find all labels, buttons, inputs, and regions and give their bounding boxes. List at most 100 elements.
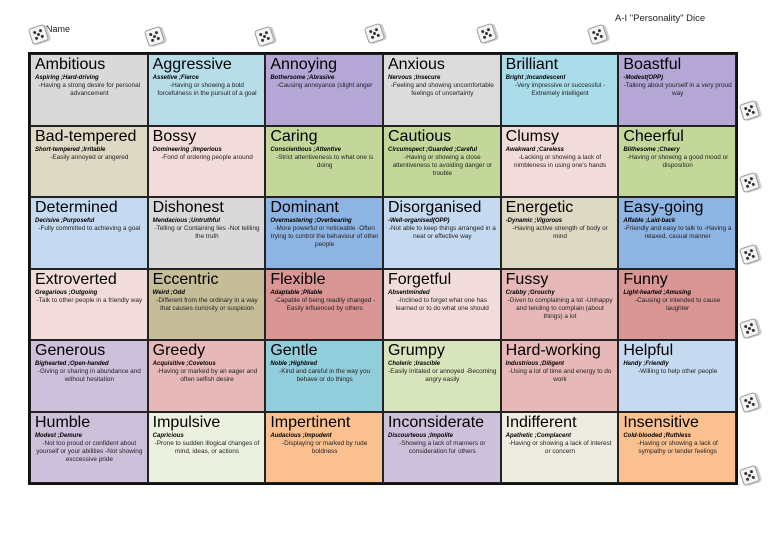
- card-synonyms: Assetive ;Fierce: [152, 75, 199, 81]
- personality-card: Gentle Noble ;Highbred -Kind and careful i…: [265, 340, 383, 412]
- card-word: Impulsive: [152, 413, 221, 431]
- card-definition: -Kind and careful in the way you behave …: [279, 368, 371, 383]
- card-definition: -Displaying or marked by rude boldness: [282, 439, 368, 455]
- card-definition: -Capable of being readily changed -Easil…: [274, 296, 376, 312]
- personality-card: Dishonest Mendacious ;Untruthful -Telling …: [147, 197, 266, 269]
- card-definition: -Very impressive or successful -Extremel…: [514, 82, 606, 97]
- card-word: Clumsy: [505, 127, 559, 145]
- card-definition: -Easily annoyed or angered: [50, 153, 129, 161]
- personality-card: Easy-going Affable ;Laid-back -Friendly an…: [618, 197, 736, 269]
- card-synonyms: Weird ;Odd: [152, 289, 185, 296]
- personality-card: Indifferent Apathetic ;Complacent -Having …: [500, 411, 619, 483]
- card-word: Grumpy: [387, 342, 445, 359]
- card-synonyms: -Dynamic ;Vigorous: [505, 218, 563, 224]
- dice-icon: [738, 243, 761, 266]
- card-synonyms: Affable ;Laid-back: [623, 218, 676, 224]
- card-definition: -Having or showing a close attentiveness…: [392, 153, 493, 177]
- card-word: Dishonest: [152, 199, 224, 216]
- card-word: Caring: [270, 127, 318, 145]
- personality-card: Helpful Handy ;Friendly -Willing to help o…: [618, 340, 736, 412]
- personality-card: Caring Conscientious ;Attentive -Strict at…: [265, 125, 383, 197]
- personality-card: Impertinent Audacious ;Impudent -Displayin…: [265, 411, 383, 483]
- card-definition: -Having a strong desire for personal adv…: [38, 82, 141, 97]
- personality-card: Extroverted Gregarious ;Outgoing -Talk to …: [30, 268, 148, 340]
- card-definition: -Lacking or showing a lack of nimbleness…: [513, 153, 607, 169]
- personality-card: Ambitious Aspiring ;Hard-driving -Having a…: [30, 54, 148, 126]
- card-definition: -Having or showing a lack of sympathy or…: [637, 439, 718, 455]
- card-synonyms: -Modest(OPP): [623, 75, 663, 81]
- card-synonyms: Blithesome ;Cheery: [623, 146, 680, 153]
- card-definition: -Given to complaining a lot -Unhappy and…: [507, 296, 613, 320]
- card-definition: -Showing a lack of manners or considerat…: [399, 439, 486, 455]
- card-synonyms: Acquisitive ;Covetous: [152, 361, 216, 367]
- personality-card: Anxious Nervous ;Insecure -Feeling and sho…: [382, 54, 501, 126]
- card-synonyms: Crabby ;Grouchy: [505, 289, 555, 296]
- card-synonyms: Absentminded: [387, 289, 430, 296]
- card-synonyms: Capricious: [152, 432, 184, 439]
- card-synonyms: Adaptable ;Pliable: [270, 289, 323, 296]
- dice-icon: [738, 171, 761, 194]
- personality-card: Bossy Domineering ;Imperious -Fond of orde…: [147, 125, 266, 197]
- card-definition: -Not able to keep things arranged in a n…: [388, 225, 496, 240]
- card-word: Inconsiderate: [387, 413, 485, 431]
- card-definition: -Having or marked by an eager and often …: [156, 368, 258, 383]
- card-definition: -Easily irritated or annoyed -Becoming a…: [388, 368, 497, 383]
- card-word: Dominant: [270, 199, 339, 216]
- card-word: Easy-going: [623, 199, 704, 216]
- card-word: Indifferent: [505, 413, 577, 431]
- card-definition: -Fully committed to achieving a goal: [38, 225, 141, 232]
- card-definition: -Fond of ordering people around: [161, 153, 253, 161]
- card-word: Annoying: [270, 56, 338, 73]
- card-synonyms: Handy ;Friendly: [623, 361, 669, 367]
- personality-grid: Ambitious Aspiring ;Hard-driving -Having a…: [28, 52, 738, 485]
- card-synonyms: Overmastering ;Overbearing: [270, 218, 352, 224]
- dice-icon: [738, 464, 761, 487]
- personality-card: Grumpy Choleric ;Irascible -Easily irritat…: [382, 340, 501, 412]
- personality-card: Bad-tempered Short-tempered ;Irritable -Ea…: [30, 125, 148, 197]
- card-synonyms: Modest ;Demure: [35, 432, 83, 439]
- personality-card: Generous Bighearted ;Open-handed -Giving o…: [30, 340, 148, 412]
- card-definition: -Having or showing a lack of interest or…: [508, 439, 612, 455]
- card-definition: -Causing annoyance (slight anger: [276, 82, 373, 89]
- card-definition: -Having or showing a good mood or dispos…: [627, 153, 729, 169]
- personality-card: Disorganised -Well-organised(OPP) -Not abl…: [382, 197, 501, 269]
- card-synonyms: Bighearted ;Open-handed: [35, 361, 109, 367]
- card-definition: -Having or showing a bold forcefulness i…: [157, 82, 257, 97]
- card-word: Extroverted: [35, 270, 117, 288]
- card-word: Impertinent: [270, 413, 351, 431]
- card-synonyms: Awakward ;Careless: [505, 146, 565, 153]
- personality-card: Brilliant Bright ;Incandescent -Very impre…: [500, 54, 619, 126]
- card-definition: -Friendly and easy to talk to -Having a …: [623, 225, 732, 240]
- personality-card: Determined Decisive ;Purposeful -Fully com…: [30, 197, 148, 269]
- personality-card: Hard-working Industrious ;Diligent -Using …: [500, 340, 619, 412]
- card-synonyms: Apathetic ;Complacent: [505, 432, 571, 439]
- card-word: Generous: [35, 342, 106, 359]
- dice-icon: [363, 22, 386, 45]
- card-synonyms: Nervous ;Insecure: [387, 75, 441, 81]
- dice-icon: [738, 99, 761, 122]
- card-word: Fussy: [505, 270, 549, 288]
- card-definition: -Causing or intended to cause laughter: [635, 296, 721, 312]
- card-definition: -Different from the ordinary in a way th…: [156, 296, 258, 312]
- card-word: Boastful: [623, 56, 682, 73]
- card-word: Brilliant: [505, 56, 559, 73]
- personality-card: Eccentric Weird ;Odd -Different from the o…: [147, 268, 266, 340]
- personality-card: Cautious Circumspect ;Guarded ;Careful -Ha…: [382, 125, 501, 197]
- personality-card: Insensitive Cold-blooded ;Ruthless -Having…: [618, 411, 736, 483]
- card-synonyms: Bright ;Incandescent: [505, 75, 566, 81]
- card-word: Energetic: [505, 199, 574, 216]
- personality-card: Impulsive Capricious -Prone to sudden illo…: [147, 411, 266, 483]
- card-definition: -Using a lot of time and energy to do wo…: [508, 368, 612, 383]
- card-definition: -Talk to other people in a friendly way: [36, 296, 143, 304]
- personality-card: Annoying Bothersome ;Abrasive -Causing ann…: [265, 54, 383, 126]
- card-synonyms: Domineering ;Imperious: [152, 146, 222, 153]
- personality-card: Boastful -Modest(OPP) -Talking about yours…: [618, 54, 736, 126]
- card-definition: -Inclined to forget what one has learned…: [395, 296, 489, 312]
- card-definition: -More powerful or noticeable -Often tryi…: [270, 225, 379, 248]
- card-synonyms: Aspiring ;Hard-driving: [35, 75, 99, 81]
- card-word: Aggressive: [152, 56, 232, 73]
- card-synonyms: Mendacious ;Untruthful: [152, 218, 220, 224]
- card-synonyms: Noble ;Highbred: [270, 361, 317, 367]
- card-word: Gentle: [270, 342, 318, 359]
- name-label: Name: [46, 24, 71, 34]
